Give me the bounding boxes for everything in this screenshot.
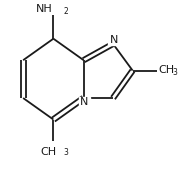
Text: CH: CH (158, 65, 175, 75)
Text: 3: 3 (64, 148, 69, 157)
Polygon shape (79, 97, 90, 108)
Text: CH: CH (40, 147, 56, 157)
Text: N: N (80, 97, 89, 107)
Text: 3: 3 (172, 68, 177, 77)
Text: 2: 2 (63, 7, 68, 16)
Polygon shape (108, 34, 120, 45)
Text: NH: NH (36, 4, 53, 14)
Text: N: N (110, 35, 118, 45)
